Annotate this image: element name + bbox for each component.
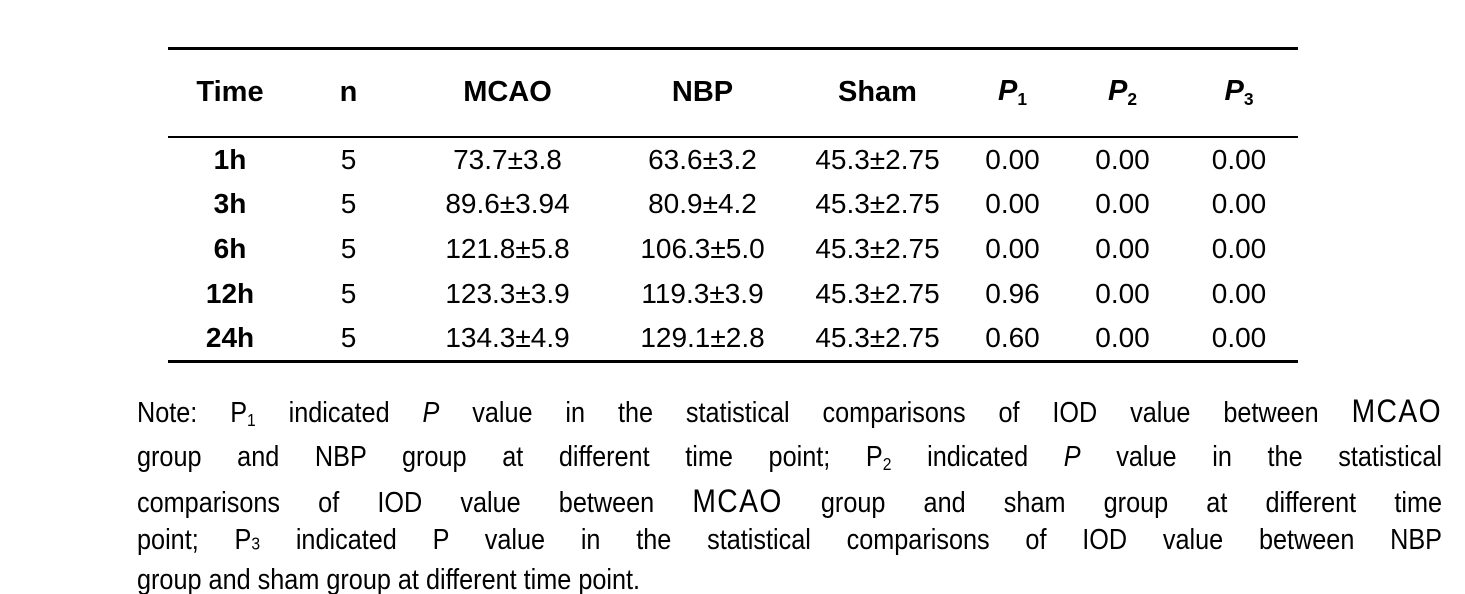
note-text: indicated [891, 440, 1064, 473]
note-subscript-2: 2 [882, 453, 892, 474]
col-header-p3: P3 [1180, 49, 1298, 137]
note-text: value in the statistical comparisons of … [439, 397, 1352, 429]
col-header-mcao: MCAO [463, 76, 552, 109]
cell-time: 12h [205, 278, 255, 309]
cell-mcao: 134.3±4.9 [445, 322, 570, 354]
note-mcao-label: MCAO [1351, 393, 1442, 429]
table-row-3h: 3h 5 89.6±3.94 80.9±4.2 45.3±2.75 0.00 0… [168, 182, 1298, 227]
p3-subscript: 3 [1243, 89, 1254, 110]
cell-mcao: 89.6±3.94 [445, 188, 570, 219]
note-text: comparisons of IOD value between [137, 486, 693, 519]
p2-subscript: 2 [1127, 89, 1137, 110]
note-text: indicated P value in the statistical com… [260, 523, 1443, 556]
cell-p3: 0.00 [1211, 233, 1267, 264]
cell-p1: 0.00 [985, 233, 1040, 264]
col-header-time: Time [196, 76, 264, 109]
cell-p2: 0.00 [1095, 278, 1150, 309]
table-row-6h: 6h 5 121.8±5.8 106.3±5.0 45.3±2.75 0.00 … [168, 227, 1298, 272]
cell-mcao: 121.8±5.8 [445, 233, 570, 264]
note-text: Note: P [137, 397, 248, 429]
cell-p1: 0.96 [985, 278, 1040, 309]
note-line-5: group and sham group at different time p… [137, 562, 1442, 594]
cell-time: 3h [213, 188, 247, 219]
cell-nbp: 80.9±4.2 [648, 188, 757, 219]
note-line-3: comparisons of IOD value between MCAO gr… [137, 483, 1442, 522]
cell-p2: 0.00 [1095, 188, 1150, 219]
cell-p2: 0.00 [1095, 322, 1150, 354]
col-header-n: n [339, 76, 358, 109]
cell-time: 1h [213, 143, 247, 175]
cell-nbp: 119.3±3.9 [641, 278, 764, 309]
cell-n: 5 [340, 233, 357, 264]
cell-p2: 0.00 [1095, 233, 1150, 264]
p3-symbol: P [1224, 75, 1244, 108]
col-header-p2: P2 [1065, 49, 1180, 137]
cell-sham: 45.3±2.75 [815, 278, 940, 309]
cell-sham: 45.3±2.75 [815, 188, 940, 219]
cell-p3: 0.00 [1211, 188, 1267, 219]
cell-p1: 0.60 [985, 322, 1040, 354]
cell-p1: 0.00 [985, 188, 1040, 219]
cell-nbp: 129.1±2.8 [640, 322, 765, 354]
cell-nbp: 106.3±5.0 [640, 233, 765, 264]
note-mcao-label: MCAO [692, 482, 783, 519]
cell-sham: 45.3±2.75 [815, 322, 940, 354]
note-text: group and NBP group at different time po… [137, 440, 883, 473]
note-italic-p: P [1063, 440, 1081, 473]
note-line-2: group and NBP group at different time po… [137, 439, 1442, 483]
col-header-sham: Sham [838, 76, 917, 109]
cell-p3: 0.00 [1211, 322, 1267, 354]
cell-p3: 0.00 [1211, 143, 1267, 175]
table-note: Note: P1 indicated P value in the statis… [137, 393, 1442, 594]
col-header-nbp: NBP [671, 76, 734, 109]
cell-mcao: 73.7±3.8 [453, 143, 562, 175]
cell-time: 6h [213, 233, 247, 264]
note-subscript-3: 3 [251, 533, 261, 554]
note-italic-p: P [422, 397, 440, 429]
note-text: point; P [137, 523, 252, 556]
table-row-24h: 24h 5 134.3±4.9 129.1±2.8 45.3±2.75 0.60… [168, 317, 1298, 362]
note-subscript-1: 1 [247, 409, 256, 430]
cell-n: 5 [340, 322, 357, 354]
cell-mcao: 123.3±3.9 [445, 278, 570, 309]
p2-symbol: P [1107, 75, 1128, 108]
cell-p2: 0.00 [1095, 143, 1150, 175]
cell-sham: 45.3±2.75 [815, 143, 940, 175]
table-row-12h: 12h 5 123.3±3.9 119.3±3.9 45.3±2.75 0.96… [168, 272, 1298, 317]
cell-n: 5 [340, 143, 357, 175]
cell-time: 24h [205, 322, 255, 354]
note-text: group and sham group at different time [782, 486, 1442, 519]
note-text: indicated [255, 397, 423, 429]
cell-n: 5 [340, 188, 357, 219]
p1-symbol: P [997, 75, 1018, 108]
col-header-p1: P1 [960, 49, 1065, 137]
table-row-1h: 1h 5 73.7±3.8 63.6±3.2 45.3±2.75 0.00 0.… [168, 137, 1298, 182]
note-text: value in the statistical [1080, 440, 1443, 473]
p1-subscript: 1 [1017, 89, 1027, 110]
note-line-1: Note: P1 indicated P value in the statis… [137, 393, 1442, 439]
header-row: Time n MCAO NBP Sham P1 P2 P3 [168, 49, 1298, 137]
table-header: Time n MCAO NBP Sham P1 P2 P3 [168, 49, 1298, 137]
note-line-4: point; P3 indicated P value in the stati… [137, 522, 1442, 562]
cell-p1: 0.00 [985, 143, 1040, 175]
iod-data-table: Time n MCAO NBP Sham P1 P2 P3 1h 5 73.7±… [168, 47, 1298, 363]
cell-nbp: 63.6±3.2 [648, 143, 757, 175]
cell-sham: 45.3±2.75 [815, 233, 940, 264]
cell-p3: 0.00 [1211, 278, 1267, 309]
iod-table-container: Time n MCAO NBP Sham P1 P2 P3 1h 5 73.7±… [168, 47, 1298, 363]
table-body: 1h 5 73.7±3.8 63.6±3.2 45.3±2.75 0.00 0.… [168, 137, 1298, 362]
note-text: group and sham group at different time p… [137, 564, 641, 594]
cell-n: 5 [340, 278, 357, 309]
